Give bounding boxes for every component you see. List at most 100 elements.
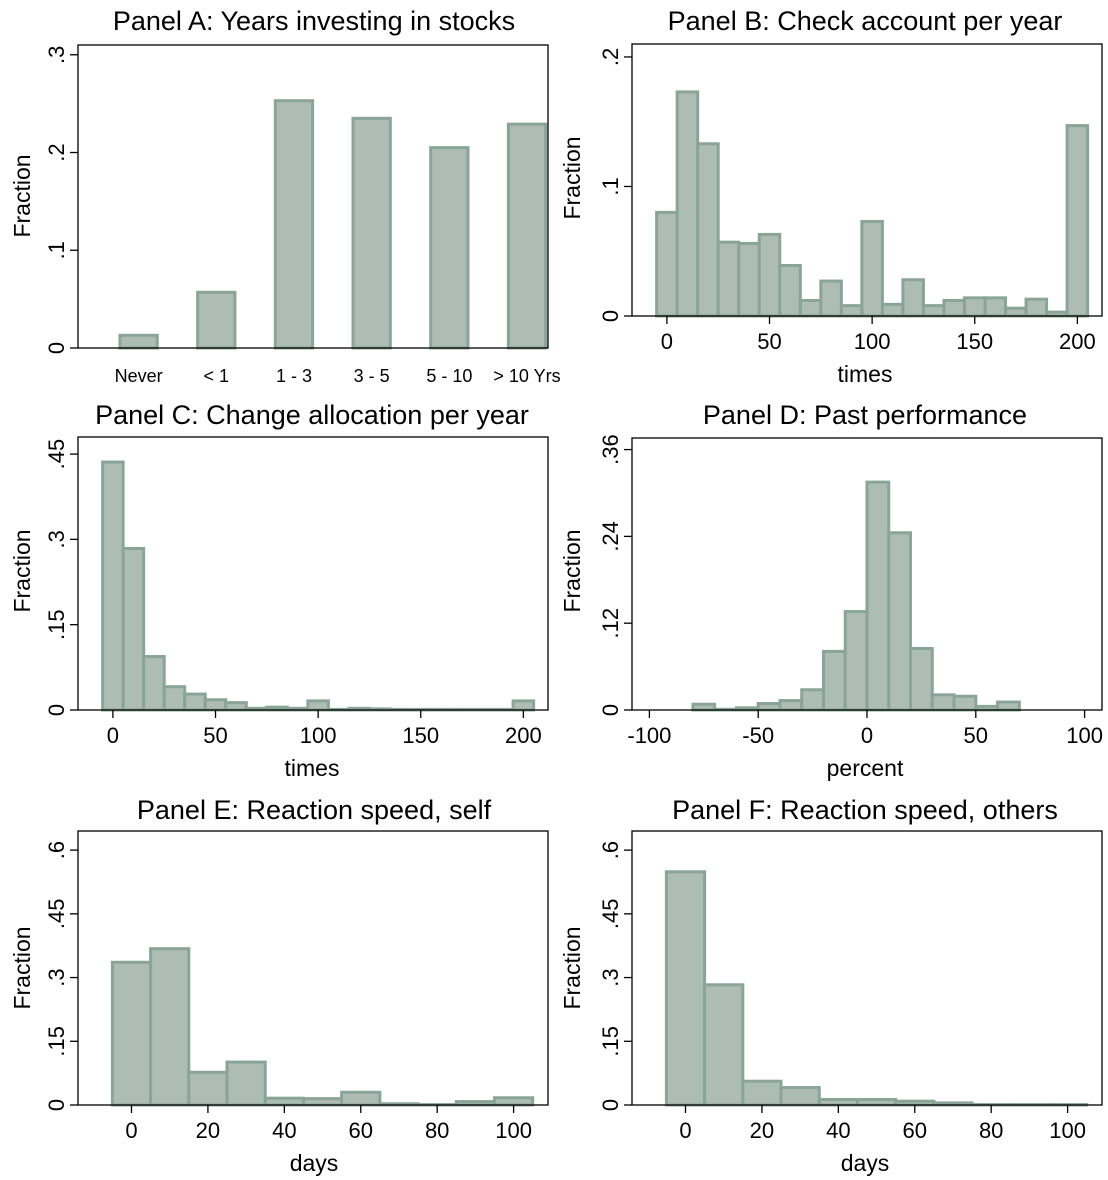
panel-c: Panel C: Change allocation per year Frac… (9, 400, 549, 781)
histogram-bar (1024, 297, 1049, 318)
histogram-bar (203, 698, 228, 712)
y-tick-label: 0 (598, 310, 623, 322)
x-tick-label: 0 (679, 1118, 691, 1143)
bar (429, 146, 470, 350)
y-tick-label: .45 (44, 899, 69, 930)
x-tick-label: -100 (627, 723, 671, 748)
histogram-bar (798, 298, 823, 318)
histogram-bar (142, 655, 166, 712)
x-tick-label: 0 (661, 329, 673, 354)
x-tick-label: 60 (903, 1118, 927, 1143)
histogram-bar (860, 219, 884, 318)
histogram-bar (952, 694, 978, 712)
y-tick-label: .3 (598, 968, 623, 986)
histogram-bar (737, 241, 761, 318)
x-tick-label: 40 (272, 1118, 296, 1143)
x-tick-label: 150 (956, 329, 993, 354)
histogram-bar (110, 960, 153, 1107)
x-tick-label: 100 (1066, 723, 1103, 748)
y-tick-label: .45 (44, 439, 69, 470)
histogram-bar (800, 688, 825, 712)
panel-e-xlabel: days (290, 1150, 339, 1176)
histogram-bar (224, 701, 248, 712)
histogram-bar (865, 480, 891, 712)
x-tick-label: 100 (495, 1118, 532, 1143)
histogram-bar (187, 1070, 229, 1107)
panel-e-ylabel: Fraction (9, 926, 35, 1009)
x-tick-label: 50 (203, 723, 227, 748)
y-tick-label: .3 (44, 46, 69, 64)
histogram-bar (703, 983, 745, 1107)
histogram-bar (149, 947, 191, 1107)
panel-b-plot: 0 50 100 150 200 0 .1 .2 (598, 43, 1103, 354)
plot-frame (631, 437, 1103, 711)
panel-a-ylabel: Fraction (9, 154, 35, 237)
panel-f: Panel F: Reaction speed, others Fraction… (559, 795, 1103, 1176)
histogram-bar (880, 302, 905, 318)
histogram-bar (162, 685, 187, 712)
bar (118, 333, 159, 350)
histogram-bar (996, 700, 1021, 712)
y-tick-label: 0 (44, 1099, 69, 1111)
bar (351, 116, 392, 350)
x-tick-label: Never (115, 366, 163, 386)
x-tick-label: 50 (757, 329, 781, 354)
x-tick-label: 0 (125, 1118, 137, 1143)
panel-d-xlabel: percent (827, 755, 904, 781)
y-tick-label: .3 (44, 530, 69, 548)
y-tick-label: 0 (598, 704, 623, 716)
plot-frame (631, 830, 1103, 1106)
x-tick-label: 60 (349, 1118, 373, 1143)
y-tick-label: .15 (598, 1026, 623, 1057)
histogram-bar (675, 90, 700, 318)
panel-e-plot: 0 20 40 60 80 100 0 .15 .3 .45 .6 (44, 830, 549, 1143)
panel-b-ylabel: Fraction (559, 136, 585, 219)
x-tick-label: 80 (425, 1118, 449, 1143)
histogram-bar (756, 701, 782, 712)
panel-f-xlabel: days (841, 1150, 890, 1176)
plot-frame (77, 436, 549, 711)
x-tick-label: 50 (964, 723, 988, 748)
y-tick-label: .3 (44, 968, 69, 986)
plot-frame (631, 43, 1103, 317)
histogram-bar (493, 1096, 535, 1107)
plot-frame (77, 44, 549, 349)
x-tick-label: 200 (505, 723, 542, 748)
panel-f-plot: 0 20 40 60 80 100 0 .15 .3 .45 .6 (598, 830, 1103, 1143)
y-tick-label: .2 (598, 48, 623, 66)
histogram-bar (121, 546, 146, 712)
y-tick-label: .1 (44, 241, 69, 259)
x-tick-label: < 1 (204, 366, 230, 386)
histogram-bar (691, 702, 717, 712)
x-tick-label: 40 (826, 1118, 850, 1143)
bar (506, 122, 548, 350)
histogram-bar (778, 263, 802, 318)
x-tick-label: 100 (854, 329, 891, 354)
x-tick-label: 5 - 10 (426, 366, 472, 386)
panel-b: Panel B: Check account per year Fraction… (559, 6, 1103, 387)
histogram-bar (101, 460, 125, 712)
plot-frame (77, 830, 549, 1106)
y-tick-label: .6 (44, 841, 69, 859)
histogram-bar (901, 278, 925, 318)
histogram-bar (909, 647, 934, 712)
x-tick-label: > 10 Yrs (493, 366, 560, 386)
histogram-bar (921, 304, 946, 318)
panel-c-plot: 0 50 100 150 200 0 .15 .3 .45 (44, 436, 549, 748)
histogram-bar (779, 1086, 821, 1107)
panel-f-ylabel: Fraction (559, 926, 585, 1009)
panel-d-ylabel: Fraction (559, 529, 585, 612)
y-tick-label: .24 (598, 521, 623, 552)
histogram-bar (778, 699, 804, 712)
histogram-bar (263, 1096, 305, 1107)
panel-c-xlabel: times (285, 755, 340, 781)
panel-a-plot: Never < 1 1 - 3 3 - 5 5 - 10 > 10 Yrs 0 .1 .2 .3 (44, 44, 561, 386)
histogram-bar (887, 531, 913, 712)
histogram-bar (821, 649, 847, 712)
x-tick-label: 20 (750, 1118, 774, 1143)
histogram-bar (983, 296, 1008, 318)
histogram-bar (843, 610, 869, 712)
panel-a-title: Panel A: Years investing in stocks (113, 6, 515, 36)
histogram-bar (183, 692, 207, 712)
panel-d-title: Panel D: Past performance (703, 400, 1027, 430)
